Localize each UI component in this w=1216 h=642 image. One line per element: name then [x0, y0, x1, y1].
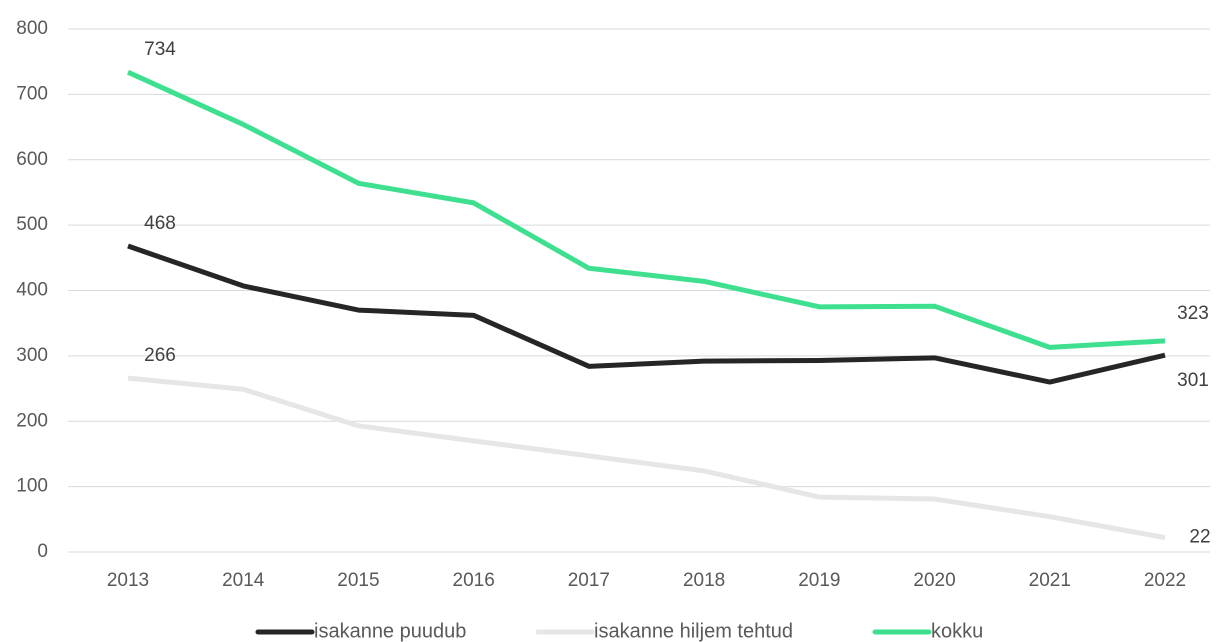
x-tick-label: 2016 [453, 570, 495, 591]
data-label: 323 [1177, 303, 1209, 324]
legend-label: kokku [931, 620, 983, 642]
y-tick-label: 100 [16, 476, 48, 497]
y-tick-label: 0 [37, 541, 48, 562]
x-tick-label: 2014 [222, 570, 265, 591]
y-tick-label: 500 [16, 214, 48, 235]
x-tick-label: 2021 [1029, 570, 1071, 591]
legend-label: isakanne hiljem tehtud [594, 620, 793, 642]
series-line [127, 375, 1166, 541]
data-label: 301 [1177, 370, 1209, 391]
data-label: 468 [144, 213, 176, 234]
y-tick-label: 300 [16, 345, 48, 366]
x-tick-label: 2018 [683, 570, 725, 591]
series-line [127, 243, 1166, 385]
y-tick-label: 800 [16, 18, 48, 39]
x-tick-label: 2017 [568, 570, 610, 591]
y-tick-label: 600 [16, 149, 48, 170]
x-tick-label: 2022 [1144, 570, 1186, 591]
data-label: 734 [144, 39, 176, 60]
x-tick-label: 2015 [337, 570, 379, 591]
legend-label: isakanne puudub [314, 620, 466, 642]
data-label: 22 [1189, 527, 1210, 548]
series-line [126, 69, 1166, 350]
x-tick-label: 2013 [107, 570, 149, 591]
data-label: 266 [144, 345, 176, 366]
y-tick-label: 400 [16, 280, 48, 301]
x-tick-label: 2020 [913, 570, 955, 591]
y-tick-label: 200 [16, 410, 48, 431]
y-tick-label: 700 [16, 83, 48, 104]
x-tick-label: 2019 [798, 570, 840, 591]
